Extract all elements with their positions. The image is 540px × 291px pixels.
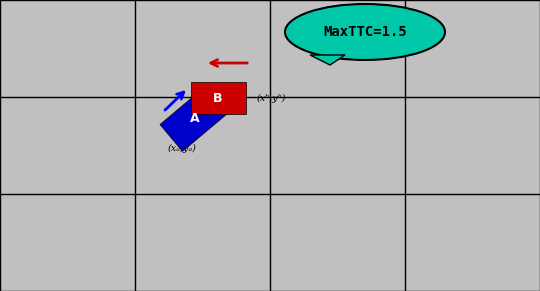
Text: A: A: [190, 111, 200, 125]
Text: (xₐ,yₐ): (xₐ,yₐ): [167, 143, 197, 152]
Polygon shape: [191, 82, 246, 114]
Ellipse shape: [285, 4, 445, 60]
Text: B: B: [213, 91, 223, 104]
Polygon shape: [310, 55, 345, 65]
Polygon shape: [160, 85, 230, 151]
Text: MaxTTC=1.5: MaxTTC=1.5: [323, 25, 407, 39]
Text: (xᵇ,yᵇ): (xᵇ,yᵇ): [257, 93, 286, 102]
